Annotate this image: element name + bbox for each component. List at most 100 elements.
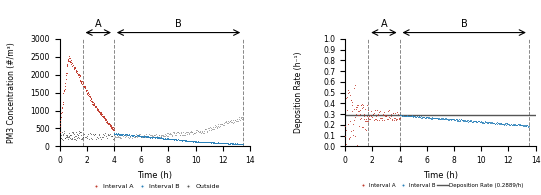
Point [236,116,245,119]
Point [437,117,446,121]
Point [174,138,183,141]
Point [168,138,176,141]
Point [75,74,84,77]
Point [479,121,487,124]
Point [373,108,381,111]
Point [190,140,199,143]
Point [167,138,175,141]
Point [105,124,114,127]
Point [139,136,148,139]
Point [176,130,185,133]
Point [128,134,136,137]
Point [352,105,360,108]
Point [149,134,157,137]
Point [465,119,473,122]
Point [390,117,399,120]
Point [418,116,426,119]
Point [135,133,143,136]
Point [96,111,105,114]
Point [347,100,356,103]
Point [473,120,481,123]
Point [210,126,219,129]
Point [387,119,396,122]
Point [124,136,133,139]
Point [452,119,461,122]
Point [355,112,364,115]
Point [99,114,108,117]
Point [94,109,103,112]
Point [77,130,85,133]
Point [474,120,483,123]
Point [182,139,190,142]
Point [140,135,149,138]
Point [472,120,480,123]
Point [437,117,446,120]
Point [170,138,179,141]
Point [358,106,367,109]
Point [496,121,504,125]
Point [486,122,495,125]
Point [145,136,154,139]
Point [361,129,370,132]
Point [108,126,117,129]
Point [160,134,168,137]
Point [370,112,379,115]
Point [444,118,452,121]
Point [171,137,180,141]
Point [463,120,472,123]
Point [127,133,135,136]
Point [460,118,469,121]
Point [150,134,159,137]
Point [473,120,481,123]
Point [65,131,74,135]
Point [386,116,394,119]
Point [60,88,68,91]
Point [83,137,92,140]
Point [146,133,155,136]
Point [168,138,177,141]
Point [524,124,532,127]
Point [91,133,100,136]
Point [227,118,235,121]
Point [490,122,498,125]
Point [73,136,82,139]
Point [228,142,236,145]
Point [223,121,232,124]
Point [178,134,187,137]
Point [74,74,83,77]
Point [194,129,203,132]
Point [382,115,391,118]
Point [406,114,415,118]
Point [167,134,176,137]
Point [111,135,120,138]
Point [233,142,242,145]
Point [426,116,434,119]
Point [77,137,86,141]
Point [180,139,189,142]
Point [82,88,91,91]
Point [480,120,489,123]
Point [171,133,180,136]
Point [107,124,116,127]
Point [228,121,237,124]
Point [62,64,71,67]
Point [467,119,476,122]
Point [120,133,129,136]
Point [229,142,237,145]
Point [351,107,360,110]
Point [166,138,175,141]
Point [107,123,115,127]
Point [104,121,113,124]
Point [118,132,127,135]
Point [113,133,122,136]
Point [362,118,371,121]
Point [512,123,520,126]
Point [226,142,234,145]
Point [85,98,94,101]
Point [88,103,96,106]
Point [181,131,190,134]
Point [60,130,68,133]
Point [84,91,93,95]
Point [142,133,151,136]
Point [144,135,153,138]
